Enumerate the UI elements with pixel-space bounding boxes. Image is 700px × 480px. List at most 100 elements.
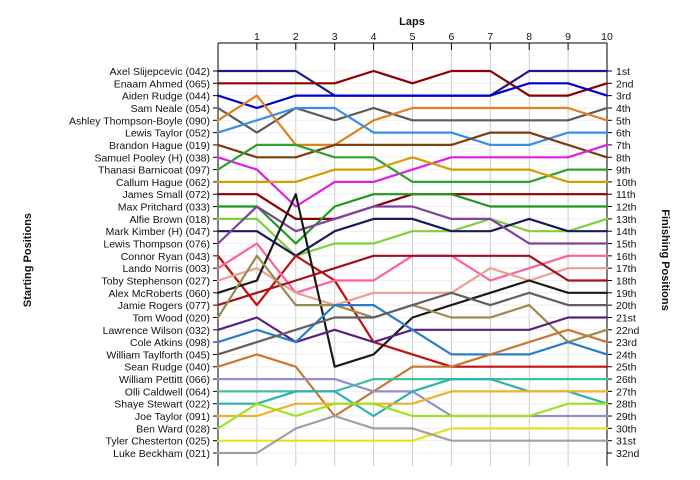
driver-series-line — [216, 378, 609, 393]
lap-tick-label: 9 — [565, 31, 571, 43]
finishing-position-label: 6th — [616, 128, 631, 140]
driver-label: James Small (072) — [122, 189, 210, 201]
driver-label: Toby Stephenson (027) — [101, 275, 210, 287]
driver-label: Tom Wood (020) — [133, 312, 210, 324]
driver-label: Alex McRoberts (060) — [108, 288, 210, 300]
driver-series-line — [216, 254, 609, 307]
driver-series-line — [216, 106, 609, 134]
finishing-position-label: 4th — [616, 103, 631, 115]
driver-label: Samuel Pooley (H) (038) — [94, 152, 210, 164]
driver-series-line — [216, 427, 609, 442]
driver-label: Luke Beckham (021) — [113, 448, 210, 460]
driver-label: Shaye Stewart (022) — [114, 399, 210, 411]
driver-series-line — [216, 131, 609, 159]
driver-label: Lewis Taylor (052) — [125, 128, 210, 140]
driver-series-line — [216, 414, 609, 455]
lap-tick-label: 7 — [487, 31, 493, 43]
driver-label: Lando Norris (003) — [122, 263, 210, 275]
lap-tick-label: 8 — [526, 31, 532, 43]
finishing-position-label: 15th — [616, 239, 637, 251]
driver-series-line — [216, 143, 609, 208]
driver-label: Joe Taylor (091) — [135, 411, 210, 423]
driver-label: Thanasi Barnicoat (097) — [98, 165, 210, 177]
driver-label: Jamie Rogers (077) — [118, 300, 210, 312]
finishing-position-label: 11th — [616, 189, 636, 201]
finishing-position-label: 32nd — [616, 448, 640, 460]
finishing-position-label: 20th — [616, 300, 637, 312]
lap-tick-label: 5 — [410, 31, 416, 43]
finishing-position-label: 3rd — [616, 91, 631, 103]
driver-label: Callum Hague (062) — [116, 177, 210, 189]
driver-series-line — [216, 82, 609, 110]
finishing-position-label: 25th — [616, 362, 637, 374]
driver-label: Connor Ryan (043) — [121, 251, 210, 263]
finishing-position-label: 9th — [616, 165, 631, 177]
driver-label: Lawrence Wilson (032) — [103, 325, 210, 337]
driver-label: Tyler Chesterton (025) — [106, 436, 210, 448]
driver-series-line — [216, 193, 609, 245]
finishing-position-label: 26th — [616, 374, 637, 386]
driver-label: Mark Kimber (H) (047) — [106, 226, 210, 238]
finishing-position-label: 19th — [616, 288, 637, 300]
lap-tick-label: 2 — [293, 31, 299, 43]
finishing-position-label: 31st — [616, 436, 636, 448]
finishing-position-label: 16th — [616, 251, 637, 263]
driver-series-line — [216, 143, 609, 183]
lap-tick-label: 4 — [371, 31, 377, 43]
driver-label: Ben Ward (028) — [136, 423, 210, 435]
driver-label: Olli Caldwell (064) — [125, 386, 210, 398]
finishing-position-label: 2nd — [616, 78, 634, 90]
driver-series-line — [216, 156, 609, 183]
finishing-position-label: 12th — [616, 202, 637, 214]
driver-label: Lewis Thompson (076) — [103, 239, 210, 251]
driver-label: Aiden Rudge (044) — [122, 91, 210, 103]
driver-series-line — [216, 217, 609, 257]
finishing-position-label: 18th — [616, 275, 637, 287]
finishing-position-label: 8th — [616, 152, 631, 164]
finishing-position-label: 28th — [616, 399, 637, 411]
driver-series-line — [216, 390, 609, 418]
finishing-position-label: 23rd — [616, 337, 637, 349]
finishing-position-label: 24th — [616, 349, 637, 361]
finishing-position-label: 5th — [616, 115, 631, 127]
driver-label: Ashley Thompson-Boyle (090) — [69, 115, 210, 127]
driver-series-line — [216, 304, 609, 356]
finishing-position-label: 17th — [616, 263, 637, 275]
driver-series-line — [216, 291, 609, 356]
driver-label: Alfie Brown (018) — [129, 214, 210, 226]
driver-label: William Taylforth (045) — [106, 349, 210, 361]
lap-tick-label: 3 — [332, 31, 338, 43]
y-axis-label-left: Starting Positions — [22, 213, 34, 307]
driver-series-line — [216, 193, 609, 368]
lap-tick-label: 6 — [448, 31, 454, 43]
finishing-position-label: 22nd — [616, 325, 640, 337]
driver-label: Brandon Hague (019) — [109, 140, 210, 152]
finishing-position-label: 14th — [616, 226, 637, 238]
driver-series-line — [216, 69, 609, 97]
lap-tick-label: 10 — [601, 31, 613, 43]
finishing-position-label: 7th — [616, 140, 631, 152]
finishing-position-label: 27th — [616, 386, 637, 398]
driver-label: Sam Neale (054) — [131, 103, 210, 115]
finishing-position-label: 10th — [616, 177, 637, 189]
y-axis-label-right: Finishing Positions — [659, 209, 671, 310]
series-layer — [216, 69, 609, 455]
driver-label: William Pettitt (066) — [119, 374, 210, 386]
finishing-position-label: 21st — [616, 312, 636, 324]
driver-label: Enaam Ahmed (065) — [114, 78, 210, 90]
chart-title: Laps — [399, 16, 425, 28]
driver-series-line — [216, 94, 609, 146]
driver-series-line — [216, 217, 609, 257]
finishing-position-label: 13th — [616, 214, 637, 226]
driver-series-line — [216, 328, 609, 418]
driver-series-line — [216, 106, 609, 146]
driver-series-line — [216, 402, 609, 430]
driver-label: Max Pritchard (033) — [118, 202, 210, 214]
finishing-position-label: 29th — [616, 411, 637, 423]
driver-label: Axel Slijepcevic (042) — [110, 66, 210, 78]
label-layer: 1 2 3 4 5 6 7 8 9 10 Axel Slijepcevic (042)Enaam A… — [69, 31, 640, 460]
finishing-position-label: 1st — [616, 66, 630, 78]
lap-tick-label: 1 — [254, 31, 260, 43]
finishing-position-label: 30th — [616, 423, 637, 435]
